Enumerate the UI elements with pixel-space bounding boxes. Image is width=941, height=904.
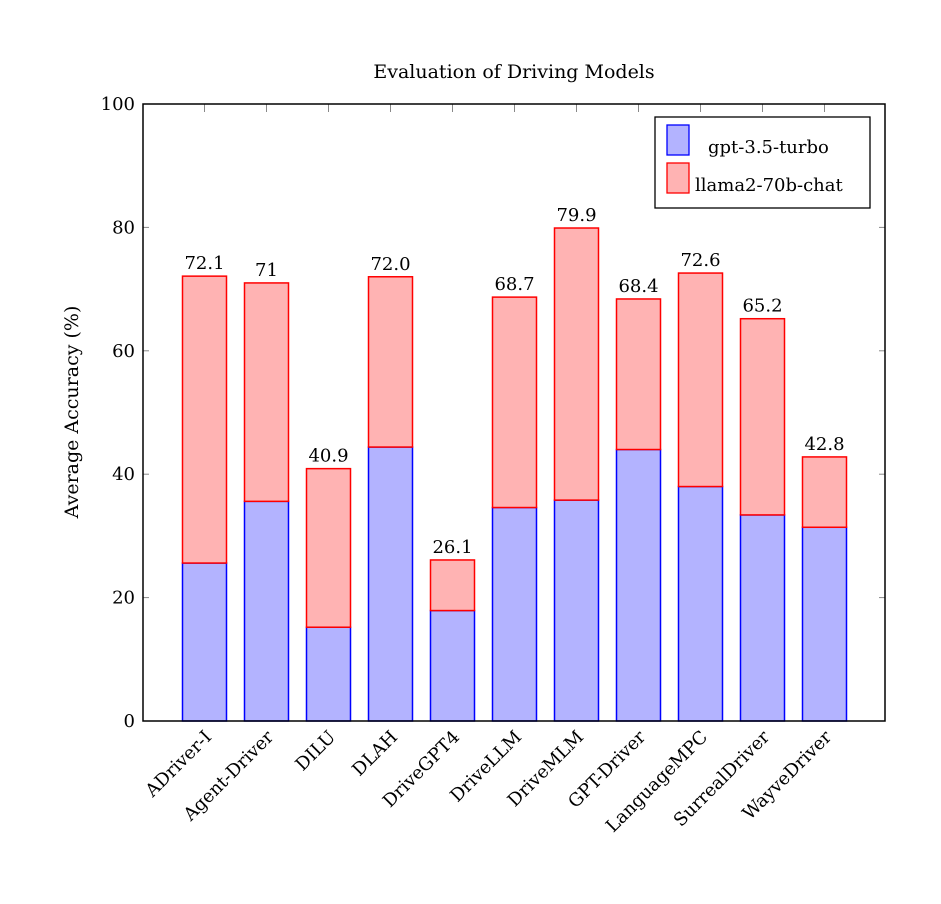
bar-segment-llama [181,275,228,564]
legend-box [654,116,871,209]
y-tick-label: 80 [112,217,135,238]
plot-frame [142,103,886,722]
bar-segment-gpt [677,485,724,722]
y-tick-label: 60 [112,341,135,362]
legend-swatch-gpt [666,124,690,156]
y-axis-label: Average Accuracy (%) [61,306,83,520]
bar-segment-llama [801,456,848,529]
total-data-label: 72.0 [370,254,410,275]
bar-segment-llama [243,282,290,503]
bar-segment-gpt [491,506,538,722]
bar-segment-gpt [305,626,352,722]
total-data-label: 68.7 [494,274,534,295]
bar-segment-gpt [367,446,414,722]
bar-segment-llama [553,227,600,501]
total-data-label: 72.1 [184,253,224,274]
total-data-label: 42.8 [804,434,844,455]
y-axis-ticks: 0 20 40 60 80 100 [101,94,885,732]
bar-segment-llama [367,276,414,448]
bar-segment-gpt [739,514,786,722]
bar-segment-llama [305,467,352,628]
bar-segment-gpt [553,499,600,722]
total-data-label: 65.2 [742,296,782,317]
bar-segment-llama [429,559,476,612]
bar-segment-llama [739,317,786,516]
total-data-label: 68.4 [618,276,658,297]
legend: gpt-3.5-turbo llama2-70b-chat [654,116,871,209]
legend-label-gpt: gpt-3.5-turbo [708,137,829,158]
x-category-label: DILU [291,727,340,776]
data-labels: 72.1 71 40.9 72.0 26.1 68.7 79.9 68.4 72.6 65.2 42… [184,205,844,558]
bar-segment-gpt [429,609,476,722]
legend-label-llama: llama2-70b-chat [695,175,843,196]
chart-title: Evaluation of Driving Models [373,61,654,83]
legend-swatch-llama [666,162,690,194]
bar-segment-gpt [615,448,662,722]
bar-segment-llama [491,296,538,509]
total-data-label: 79.9 [556,205,596,226]
total-data-label: 71 [255,260,278,281]
y-tick-label: 100 [101,94,135,115]
y-tick-label: 0 [124,711,135,732]
bar-segment-gpt [181,562,228,722]
bar-segment-llama [677,272,724,488]
bar-segment-gpt [243,500,290,722]
total-data-label: 72.6 [680,250,720,271]
bars [181,227,848,722]
bar-segment-llama [615,298,662,451]
y-tick-label: 20 [112,588,135,609]
y-tick-label: 40 [112,464,135,485]
x-category-label: DLAH [348,727,402,781]
total-data-label: 26.1 [432,537,472,558]
bar-segment-gpt [801,526,848,722]
total-data-label: 40.9 [308,446,348,467]
